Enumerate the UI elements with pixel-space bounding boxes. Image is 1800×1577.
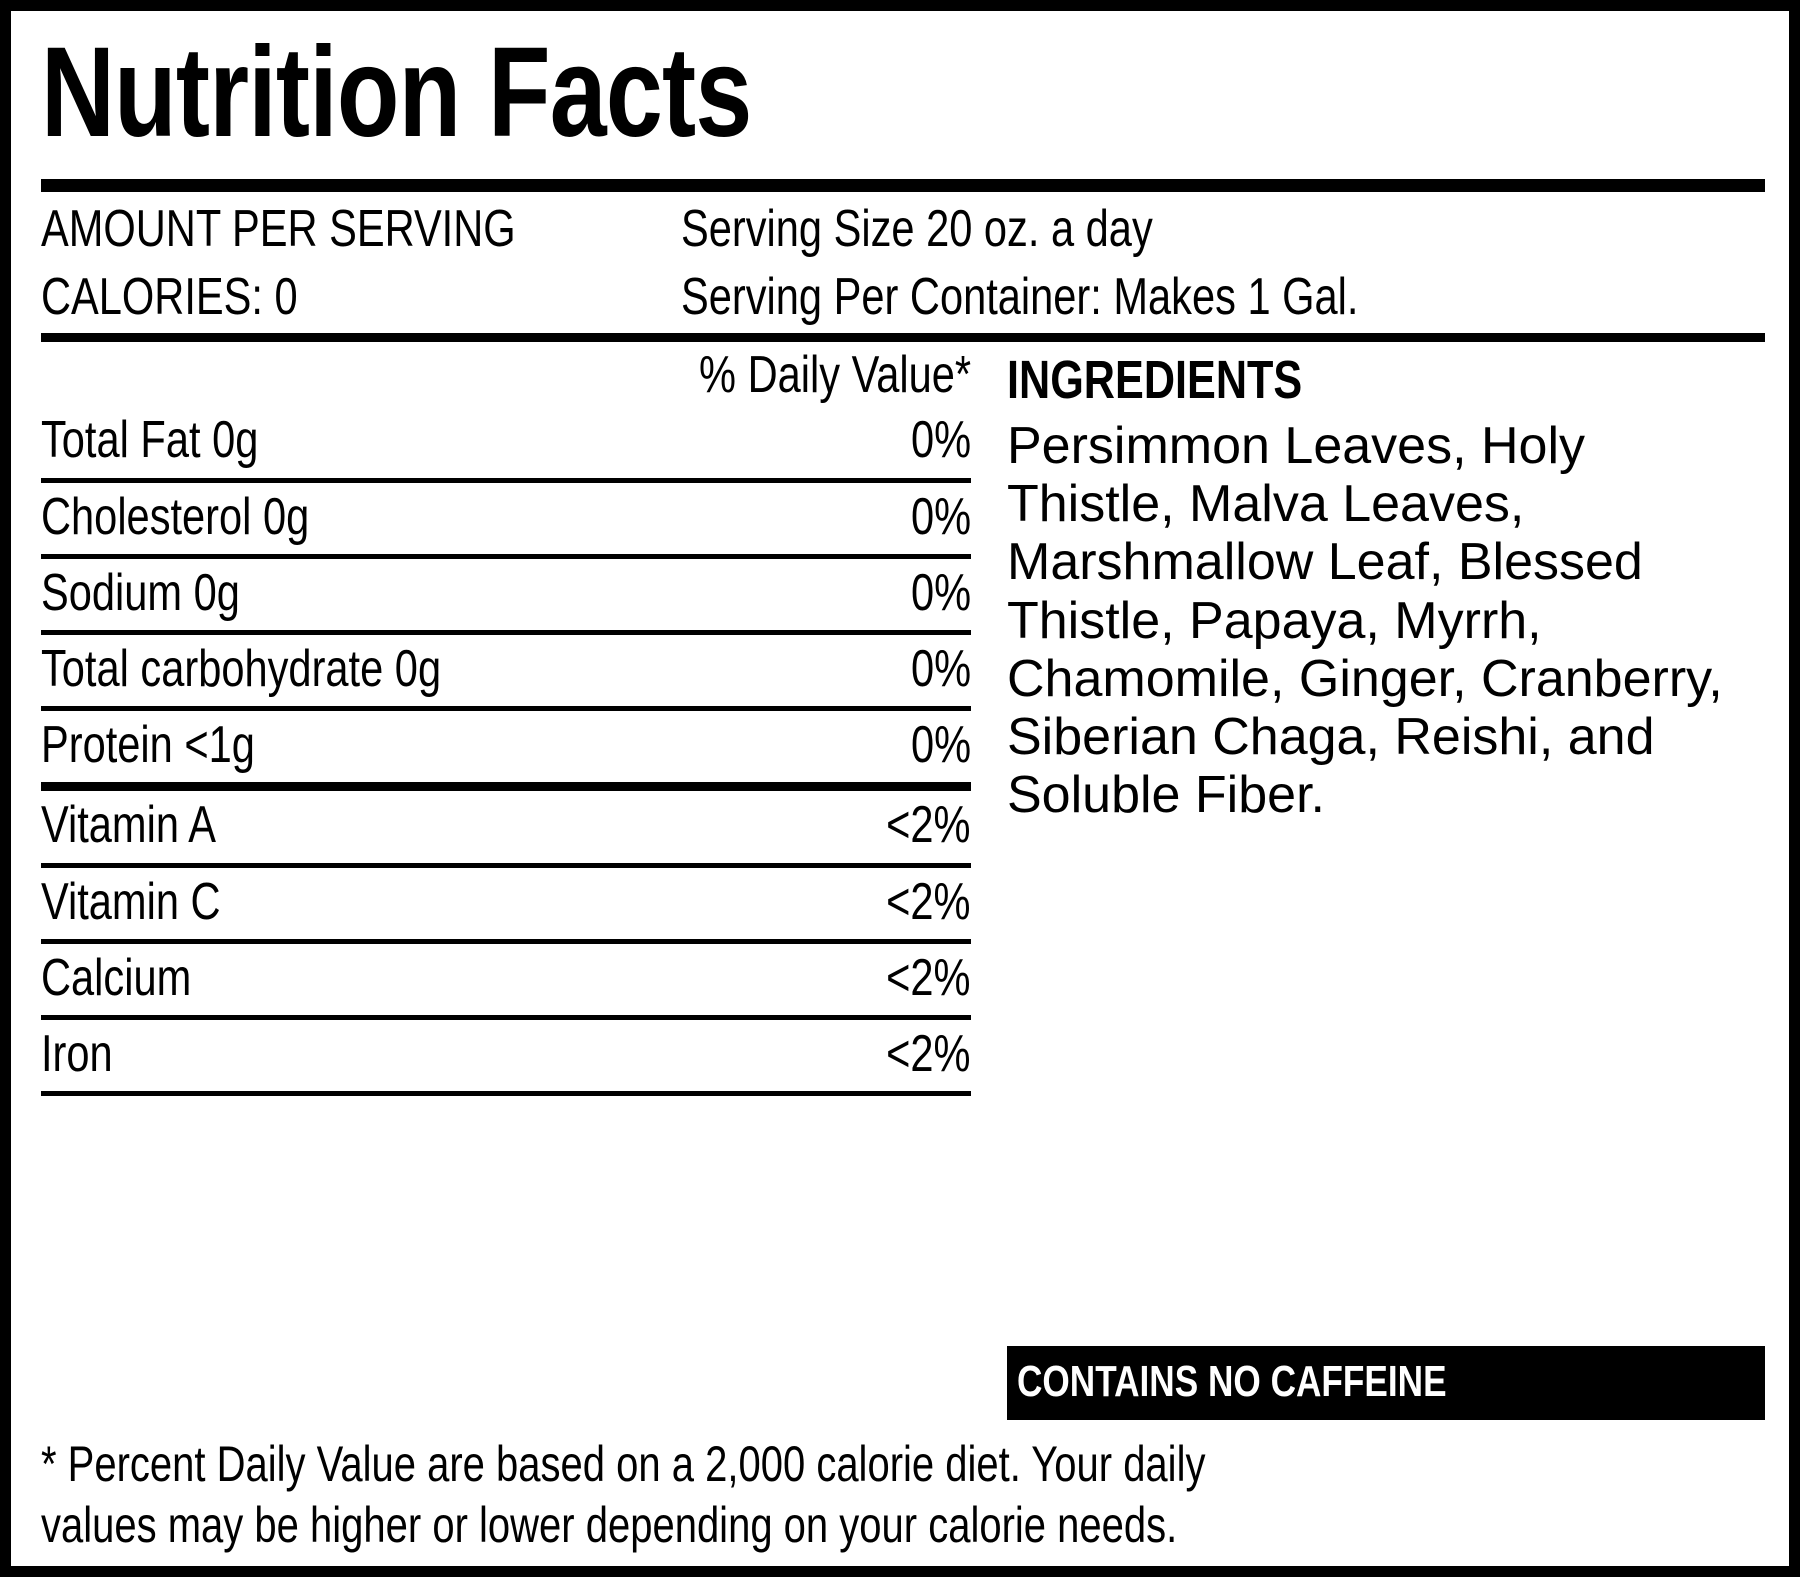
table-row: Cholesterol 0g 0% bbox=[41, 483, 971, 554]
label-title-row: Nutrition Facts bbox=[41, 29, 1765, 179]
nutrient-name: Iron bbox=[41, 1024, 113, 1083]
nutrient-daily-value: <2% bbox=[886, 1024, 971, 1083]
nutrient-daily-value: 0% bbox=[910, 487, 971, 546]
rule-under-serving-info bbox=[41, 333, 1765, 343]
nutrient-table: % Daily Value* Total Fat 0g 0% Cholester… bbox=[41, 342, 971, 1420]
servings-per-container-value: Serving Per Container: Makes 1 Gal. bbox=[681, 267, 1359, 326]
table-row: Sodium 0g 0% bbox=[41, 559, 971, 630]
daily-value-footnote: * Percent Daily Value are based on a 2,0… bbox=[41, 1420, 1765, 1556]
row-divider bbox=[41, 629, 971, 635]
table-row: Total Fat 0g 0% bbox=[41, 406, 971, 477]
row-divider bbox=[41, 477, 971, 483]
ingredients-list: Persimmon Leaves, Holy Thistle, Malva Le… bbox=[1007, 416, 1723, 825]
page-title: Nutrition Facts bbox=[41, 29, 929, 157]
table-row: Vitamin C <2% bbox=[41, 868, 971, 939]
nutrient-daily-value: 0% bbox=[910, 411, 971, 470]
nutrient-daily-value: <2% bbox=[886, 872, 971, 931]
label-body: % Daily Value* Total Fat 0g 0% Cholester… bbox=[41, 342, 1765, 1420]
nutrient-name: Calcium bbox=[41, 948, 192, 1007]
rule-before-vitamins bbox=[41, 782, 971, 792]
nutrient-daily-value: 0% bbox=[910, 639, 971, 698]
nutrient-name: Protein <1g bbox=[41, 716, 255, 775]
calories-label: CALORIES: 0 bbox=[41, 267, 298, 326]
table-row: Calcium <2% bbox=[41, 944, 971, 1015]
footnote-line-2: values may be higher or lower depending … bbox=[41, 1497, 1178, 1553]
row-divider bbox=[41, 862, 971, 868]
left-column-spacer bbox=[41, 1096, 971, 1420]
amount-per-serving-label: AMOUNT PER SERVING bbox=[41, 200, 516, 258]
nutrient-daily-value: <2% bbox=[886, 948, 971, 1007]
serving-info-block: AMOUNT PER SERVING Serving Size 20 oz. a… bbox=[41, 192, 1765, 333]
table-row: Vitamin A <2% bbox=[41, 791, 971, 862]
nutrient-name: Total carbohydrate 0g bbox=[41, 639, 442, 698]
nutrient-name: Sodium 0g bbox=[41, 563, 240, 622]
nutrient-daily-value: 0% bbox=[910, 563, 971, 622]
rule-under-nutrient-table bbox=[41, 1091, 971, 1097]
row-divider bbox=[41, 1014, 971, 1020]
serving-info-row-2: CALORIES: 0 Serving Per Container: Makes… bbox=[41, 264, 1765, 332]
row-divider bbox=[41, 706, 971, 712]
right-column-spacer bbox=[1007, 825, 1765, 1332]
footnote-line-1: * Percent Daily Value are based on a 2,0… bbox=[41, 1436, 1206, 1492]
table-row: Iron <2% bbox=[41, 1020, 971, 1091]
serving-info-row-1: AMOUNT PER SERVING Serving Size 20 oz. a… bbox=[41, 196, 1765, 264]
ingredients-heading: INGREDIENTS bbox=[1007, 350, 1303, 411]
serving-size-value: Serving Size 20 oz. a day bbox=[681, 200, 1153, 258]
nutrient-name: Vitamin C bbox=[41, 872, 221, 931]
ingredients-panel: INGREDIENTS Persimmon Leaves, Holy Thist… bbox=[971, 342, 1765, 1420]
page-title-text: Nutrition Facts bbox=[41, 21, 752, 164]
table-row: Total carbohydrate 0g 0% bbox=[41, 635, 971, 706]
nutrient-name: Total Fat 0g bbox=[41, 411, 259, 470]
daily-value-header: % Daily Value* bbox=[698, 346, 971, 405]
nutrient-daily-value: <2% bbox=[886, 796, 971, 855]
nutrient-name: Cholesterol 0g bbox=[41, 487, 310, 546]
table-row: Protein <1g 0% bbox=[41, 711, 971, 782]
rule-under-title bbox=[41, 179, 1765, 192]
status-badge: CONTAINS NO CAFFEINE bbox=[1007, 1346, 1765, 1420]
nutrient-daily-value: 0% bbox=[910, 716, 971, 775]
nutrient-name: Vitamin A bbox=[41, 796, 216, 855]
row-divider bbox=[41, 938, 971, 944]
row-divider bbox=[41, 553, 971, 559]
